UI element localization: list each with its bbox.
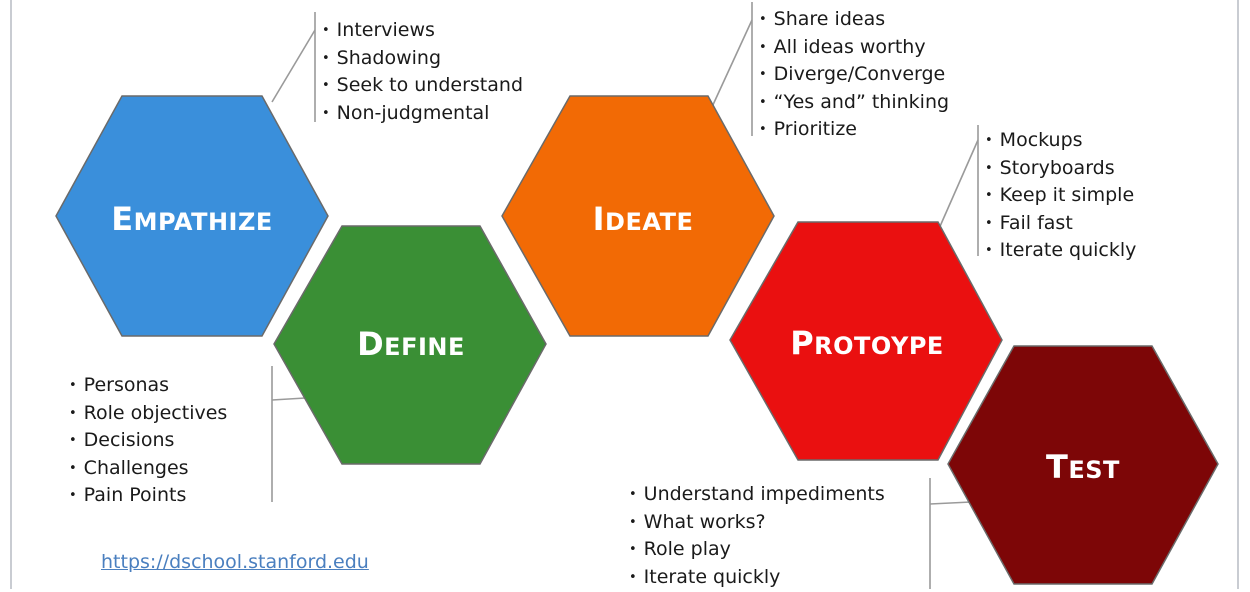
empathize-hexagon [55,95,329,337]
dschool-link[interactable]: https://dschool.stanford.edu [101,551,369,573]
ideate-bullet-item: Diverge/Converge [759,62,949,90]
define-bullet-list: PersonasRole objectivesDecisionsChalleng… [69,373,228,511]
prototype-bullet-list: MockupsStoryboardsKeep it simpleFail fas… [985,128,1137,266]
ideate-bullet-list: Share ideasAll ideas worthyDiverge/Conve… [759,7,949,145]
test-bullet-item: Understand impediments [629,482,885,510]
empathize-bullet-item: Non-judgmental [322,101,523,129]
prototype-bullet-item: Mockups [985,128,1136,156]
empathize-label: EMPATHIZE [111,200,273,238]
prototype-bullet-item: Storyboards [985,156,1136,184]
define-label: DEFINE [357,325,465,363]
ideate-bullet-item: Prioritize [759,117,949,145]
define-bullet-item: Decisions [69,428,227,456]
ideate-connector [705,19,753,121]
prototype-bullet-item: Fail fast [985,211,1136,239]
ideate-bullet-item: All ideas worthy [759,35,949,63]
empathize-connector [271,29,316,103]
test-bullet-list: Understand impedimentsWhat works?Role pl… [629,482,885,592]
define-bullet-item: Pain Points [69,483,227,511]
test-hexagon [947,345,1219,585]
empathize-bullet-list: InterviewsShadowingSeek to understandNon… [322,18,523,128]
define-hexagon [273,225,547,465]
ideate-hexagon [501,95,775,337]
test-label: TEST [1046,448,1120,486]
define-bullet-item: Personas [69,373,227,401]
define-bullet-item: Challenges [69,456,227,484]
frame-left-border [10,0,12,589]
prototype-label: PROTOYPE [790,324,944,362]
test-bullet-item: Iterate quickly [629,565,885,592]
prototype-connector [933,139,979,241]
ideate-bullet-item: “Yes and” thinking [759,90,949,118]
prototype-bullet-item: Iterate quickly [985,238,1137,266]
test-bullet-item: What works? [629,510,885,538]
test-bullet-item: Role play [629,537,885,565]
ideate-bullet-item: Share ideas [759,7,949,35]
prototype-bullet-item: Keep it simple [985,183,1136,211]
ideate-label: IDEATE [593,200,694,238]
empathize-bullet-item: Seek to understand [322,73,523,101]
frame-right-border [1237,0,1239,589]
empathize-bullet-item: Interviews [322,18,523,46]
prototype-hexagon [729,221,1003,461]
define-bullet-item: Role objectives [69,401,228,429]
empathize-bullet-item: Shadowing [322,46,523,74]
